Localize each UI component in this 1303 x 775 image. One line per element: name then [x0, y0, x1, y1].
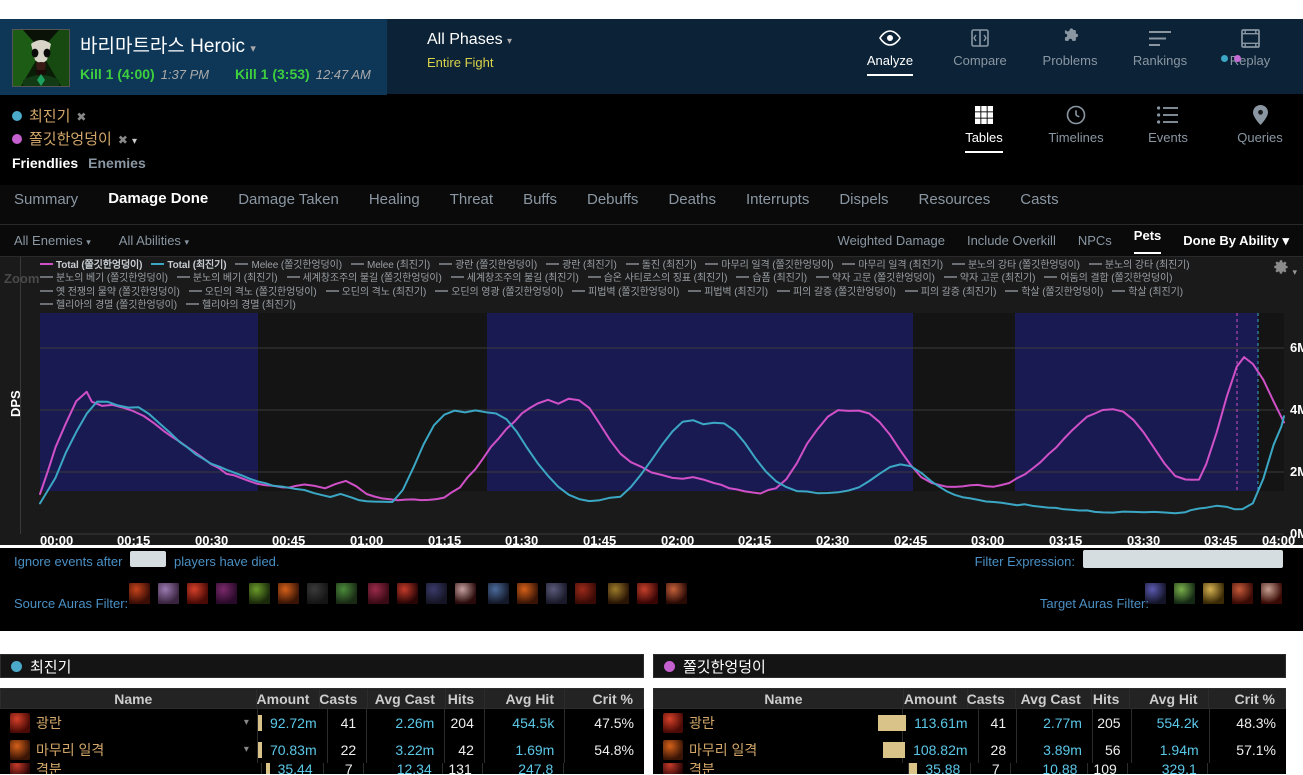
- svg-text:03:15: 03:15: [1049, 533, 1082, 545]
- svg-text:03:00: 03:00: [971, 533, 1004, 545]
- svg-text:6M: 6M: [1290, 340, 1303, 355]
- svg-text:4M: 4M: [1290, 402, 1303, 417]
- svg-text:00:30: 00:30: [195, 533, 228, 545]
- svg-text:02:15: 02:15: [738, 533, 771, 545]
- svg-text:02:00: 02:00: [661, 533, 694, 545]
- svg-text:00:15: 00:15: [117, 533, 150, 545]
- svg-text:04:00: 04:00: [1262, 533, 1295, 545]
- svg-text:03:30: 03:30: [1127, 533, 1160, 545]
- svg-text:02:45: 02:45: [894, 533, 927, 545]
- svg-text:2M: 2M: [1290, 464, 1303, 479]
- svg-text:03:45: 03:45: [1204, 533, 1237, 545]
- svg-text:00:00: 00:00: [40, 533, 73, 545]
- svg-text:01:00: 01:00: [350, 533, 383, 545]
- svg-text:01:15: 01:15: [428, 533, 461, 545]
- svg-text:01:30: 01:30: [505, 533, 538, 545]
- svg-text:01:45: 01:45: [583, 533, 616, 545]
- svg-text:00:45: 00:45: [272, 533, 305, 545]
- svg-text:02:30: 02:30: [816, 533, 849, 545]
